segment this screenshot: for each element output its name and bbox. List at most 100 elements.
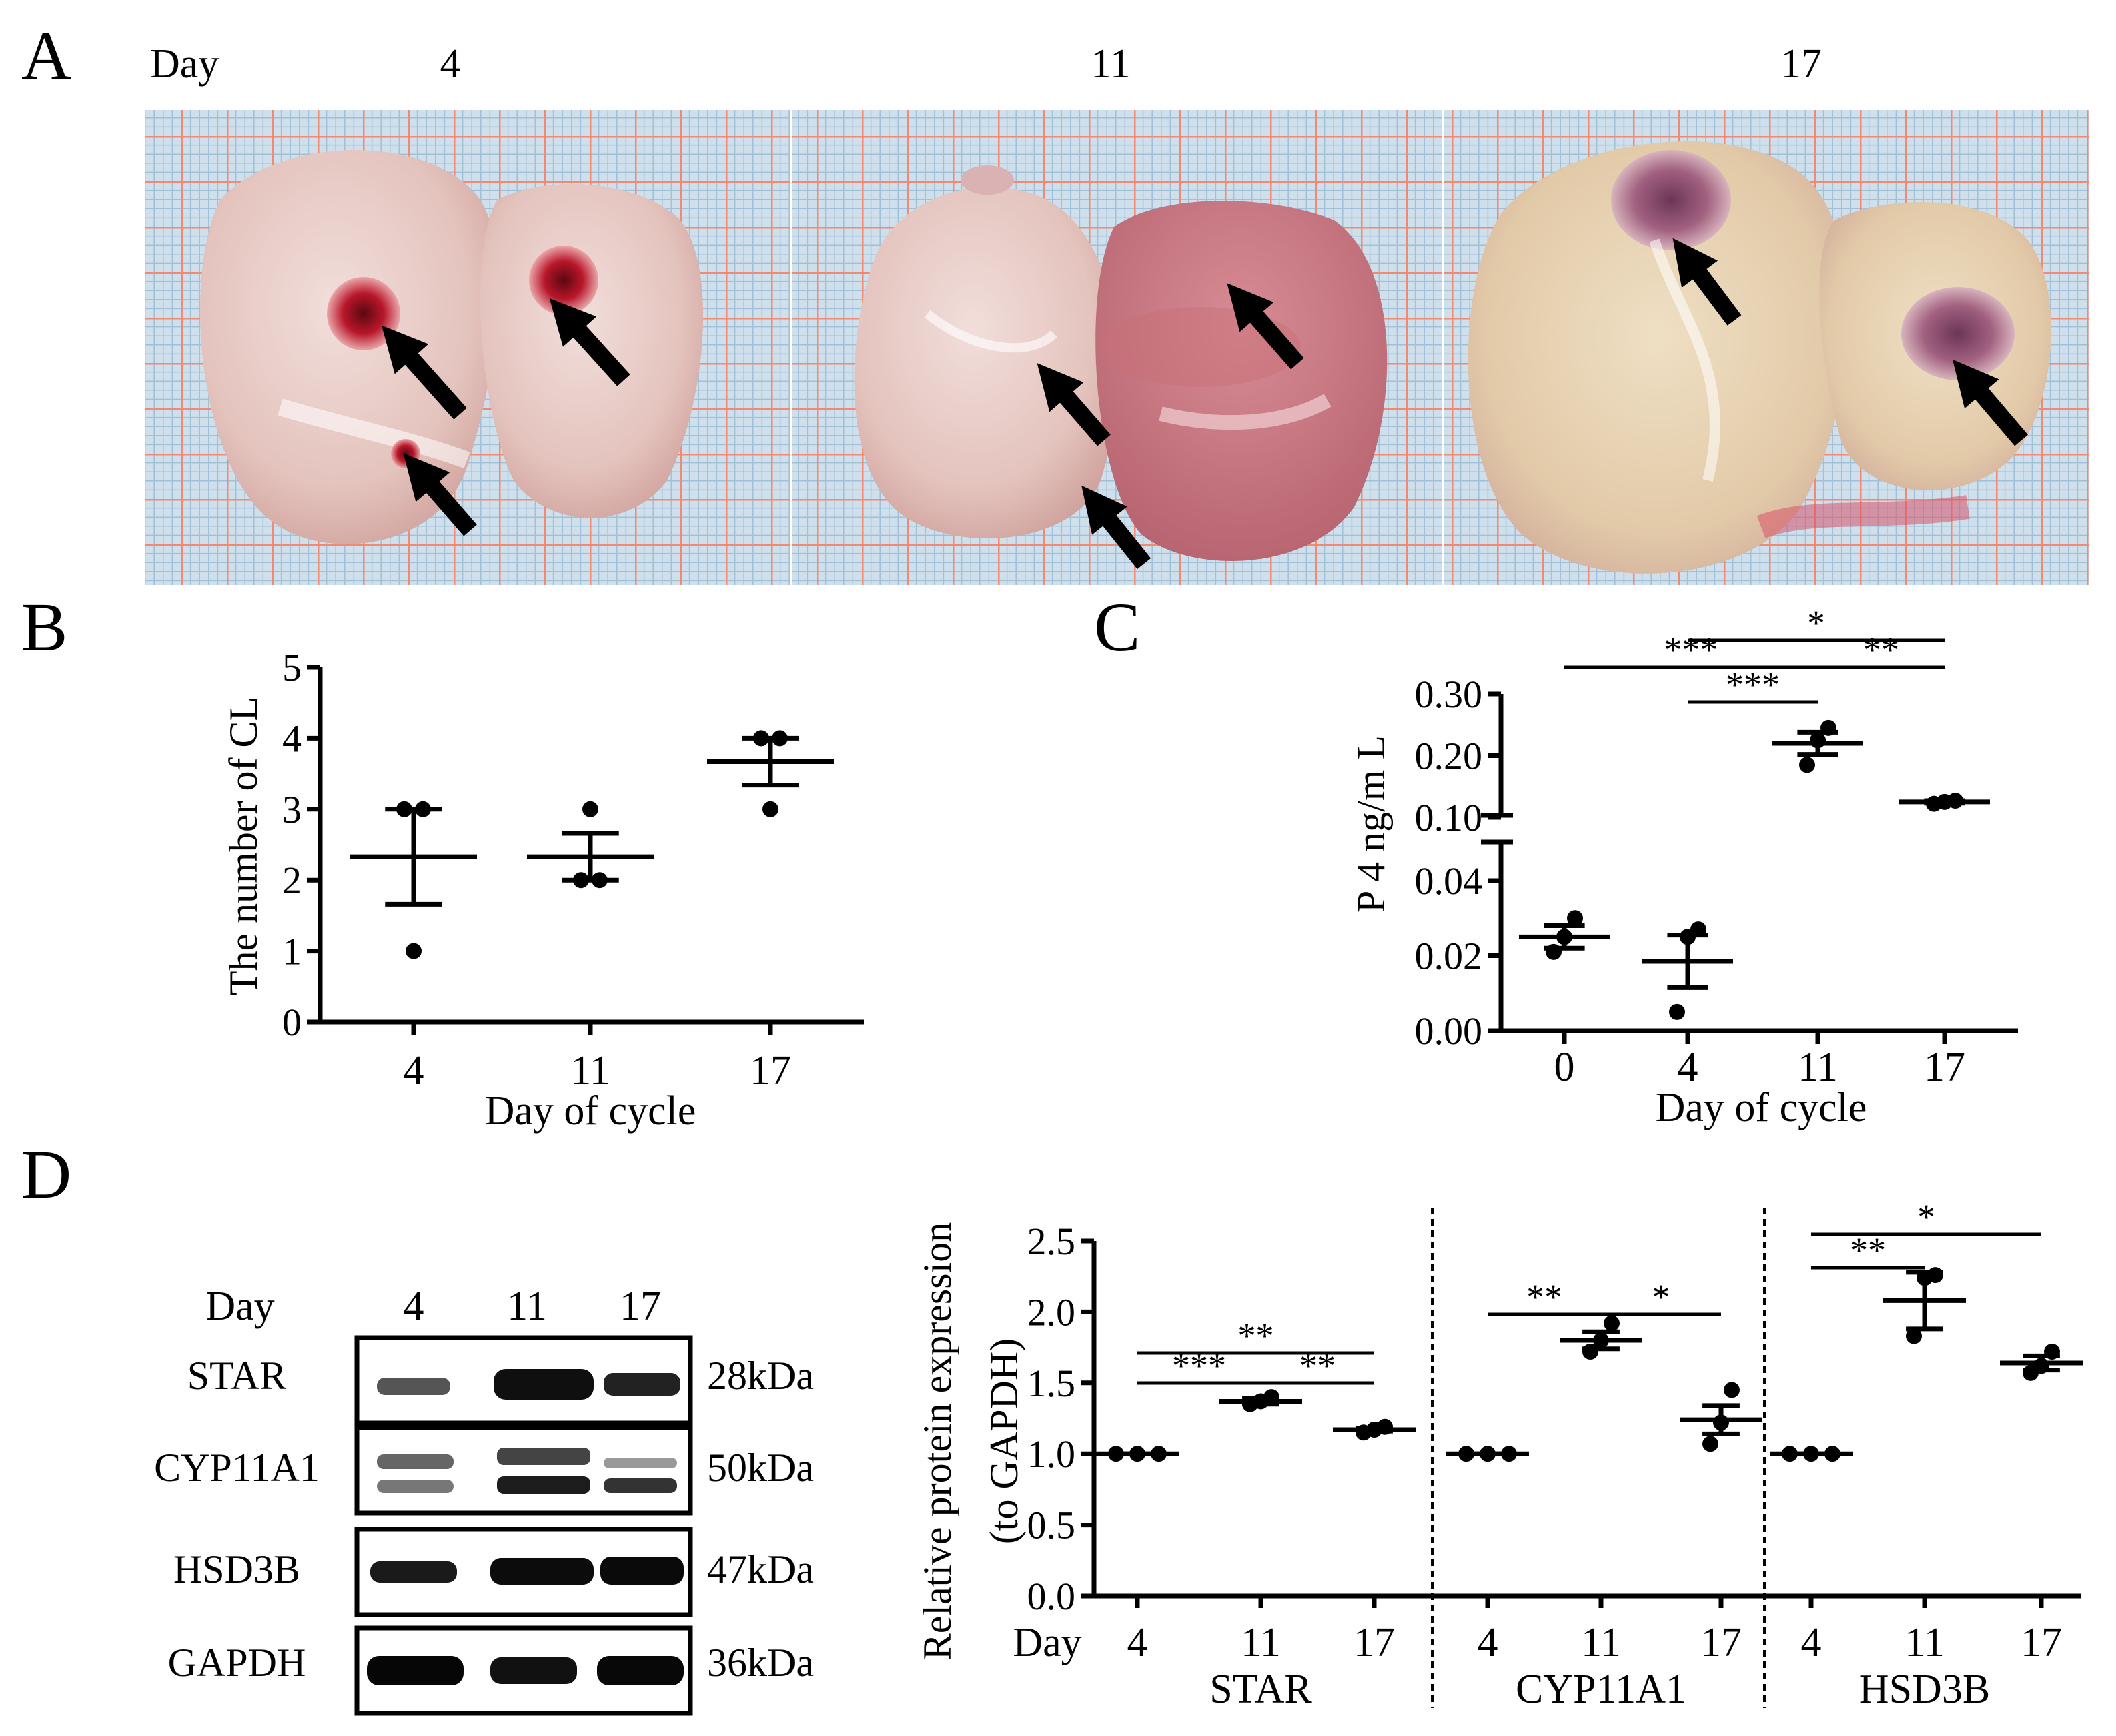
blot-band (600, 1557, 684, 1585)
significance-label: * (1807, 603, 1825, 643)
panel-d-day-label: Day (1013, 1620, 1081, 1665)
data-point (1501, 1446, 1517, 1462)
significance-label: ** (1299, 1346, 1336, 1386)
significance-label: *** (1726, 665, 1780, 705)
panel-c: C 0.000.020.040.100.200.30 0 4 11 17 ******… (1094, 589, 2018, 1130)
data-point (1556, 929, 1572, 945)
y-tick-label: 0.5 (1027, 1504, 1076, 1547)
y-tick-label: 2 (282, 859, 302, 902)
blot-band (604, 1373, 680, 1396)
x-tick-label: 17 (2021, 1620, 2062, 1665)
y-tick-label: 0.10 (1415, 796, 1483, 839)
blot-size-label: 36kDa (707, 1641, 814, 1685)
data-point (1820, 719, 1836, 736)
x-tick-label: 17 (750, 1048, 791, 1094)
panel-a-letter: A (21, 17, 71, 94)
blot-band (370, 1561, 457, 1583)
y-tick-label: 4 (282, 717, 302, 760)
x-tick-label: 4 (404, 1048, 424, 1094)
data-point (1151, 1446, 1167, 1462)
y-tick-label: 2.5 (1027, 1220, 1076, 1263)
western-blot: Day 4 11 17 STAR 28kDa CYP11A1 (154, 1284, 814, 1716)
panel-c-chart: 0.000.020.040.100.200.30 0 4 11 17 ********… (1349, 603, 2018, 1130)
blot-protein-label: HSD3B (173, 1547, 300, 1591)
blot-band (497, 1476, 590, 1494)
blot-band (367, 1656, 464, 1685)
data-point (1567, 910, 1583, 927)
data-point (1906, 1328, 1922, 1344)
panel-a-day-label: Day (150, 41, 219, 87)
panel-b-xlabel: Day of cycle (485, 1088, 696, 1134)
blot-day-label: Day (205, 1284, 274, 1329)
data-point (753, 730, 769, 747)
data-point (1604, 1315, 1620, 1332)
significance-label: *** (1664, 630, 1718, 670)
data-point (772, 730, 788, 747)
panel-b-ylabel: The number of CL (221, 697, 266, 995)
y-tick-label: 0.30 (1415, 673, 1483, 716)
blot-day-17: 17 (620, 1284, 661, 1329)
blot-band (377, 1454, 454, 1469)
panel-c-letter: C (1094, 589, 1140, 666)
y-tick-label: 1.0 (1027, 1432, 1076, 1476)
panel-a-day-11: 11 (1091, 41, 1131, 87)
panel-d: D Day 4 11 17 STAR 28kDa CYP11A1 (21, 1136, 2083, 1716)
data-point (1824, 1446, 1840, 1462)
blot-band (497, 1448, 590, 1465)
data-point (1129, 1446, 1145, 1462)
data-point (1593, 1332, 1609, 1348)
data-point (415, 801, 431, 817)
y-tick-label: 3 (282, 788, 302, 831)
y-tick-label: 1 (282, 930, 302, 973)
y-tick-label: 0.0 (1027, 1575, 1076, 1618)
panel-a: A Day 4 11 17 (21, 17, 2089, 585)
y-tick-label: 0.04 (1415, 859, 1483, 903)
data-point (1799, 757, 1815, 773)
data-point (396, 801, 412, 817)
blot-band (597, 1656, 684, 1685)
blot-band (604, 1458, 677, 1468)
data-point (2033, 1358, 2049, 1374)
group-label: STAR (1209, 1667, 1312, 1712)
panel-d-ylabel-line1: Relative protein expression (915, 1222, 959, 1660)
group-label: CYP11A1 (1516, 1667, 1686, 1712)
y-tick-label: 0.20 (1415, 735, 1483, 778)
data-point (1782, 1446, 1798, 1462)
x-tick-label: 4 (1801, 1620, 1822, 1665)
data-point (1108, 1446, 1124, 1462)
x-tick-label: 17 (1924, 1045, 1965, 1090)
blot-size-label: 47kDa (707, 1547, 814, 1591)
blot-row-star: STAR 28kDa (187, 1335, 814, 1426)
x-tick-label: 17 (1700, 1620, 1742, 1665)
significance-label: ** (1863, 630, 1899, 670)
y-tick-label: 2.0 (1027, 1290, 1076, 1334)
data-point (1713, 1414, 1729, 1431)
panel-a-day-4: 4 (440, 41, 461, 87)
data-point (762, 801, 778, 817)
data-point (1803, 1446, 1819, 1462)
panel-d-ylabel-line2: (to GAPDH) (982, 1338, 1026, 1544)
blot-day-11: 11 (507, 1284, 547, 1329)
ovary-photo-day-17 (1444, 110, 2089, 585)
blot-row-gapdh: GAPDH 36kDa (168, 1625, 814, 1716)
data-point (1669, 1003, 1685, 1020)
significance-label: * (1917, 1197, 1935, 1237)
x-tick-label: 4 (1678, 1045, 1698, 1090)
panel-d-chart: 0.0 0.5 1.0 1.5 2.0 2.5 4 11 17 STAR 4 11 17 CYP11A1… (915, 1197, 2083, 1712)
blot-band (490, 1558, 594, 1585)
data-point (1724, 1382, 1740, 1398)
x-tick-label: 0 (1554, 1045, 1575, 1090)
data-point (582, 801, 598, 817)
data-point (1458, 1446, 1474, 1462)
panel-d-letter: D (21, 1136, 71, 1213)
significance-label: *** (1172, 1346, 1226, 1386)
y-tick-label: 0 (282, 1001, 302, 1044)
panel-b-chart: 0 1 2 3 4 5 4 11 17 The number of CL Day of cyc… (221, 646, 864, 1134)
x-tick-label: 17 (1354, 1620, 1395, 1665)
data-point (573, 872, 589, 889)
data-point (1582, 1343, 1598, 1360)
blot-band (604, 1478, 677, 1493)
x-tick-label: 4 (1127, 1620, 1148, 1665)
data-point (1690, 921, 1706, 938)
data-point (1263, 1389, 1279, 1406)
